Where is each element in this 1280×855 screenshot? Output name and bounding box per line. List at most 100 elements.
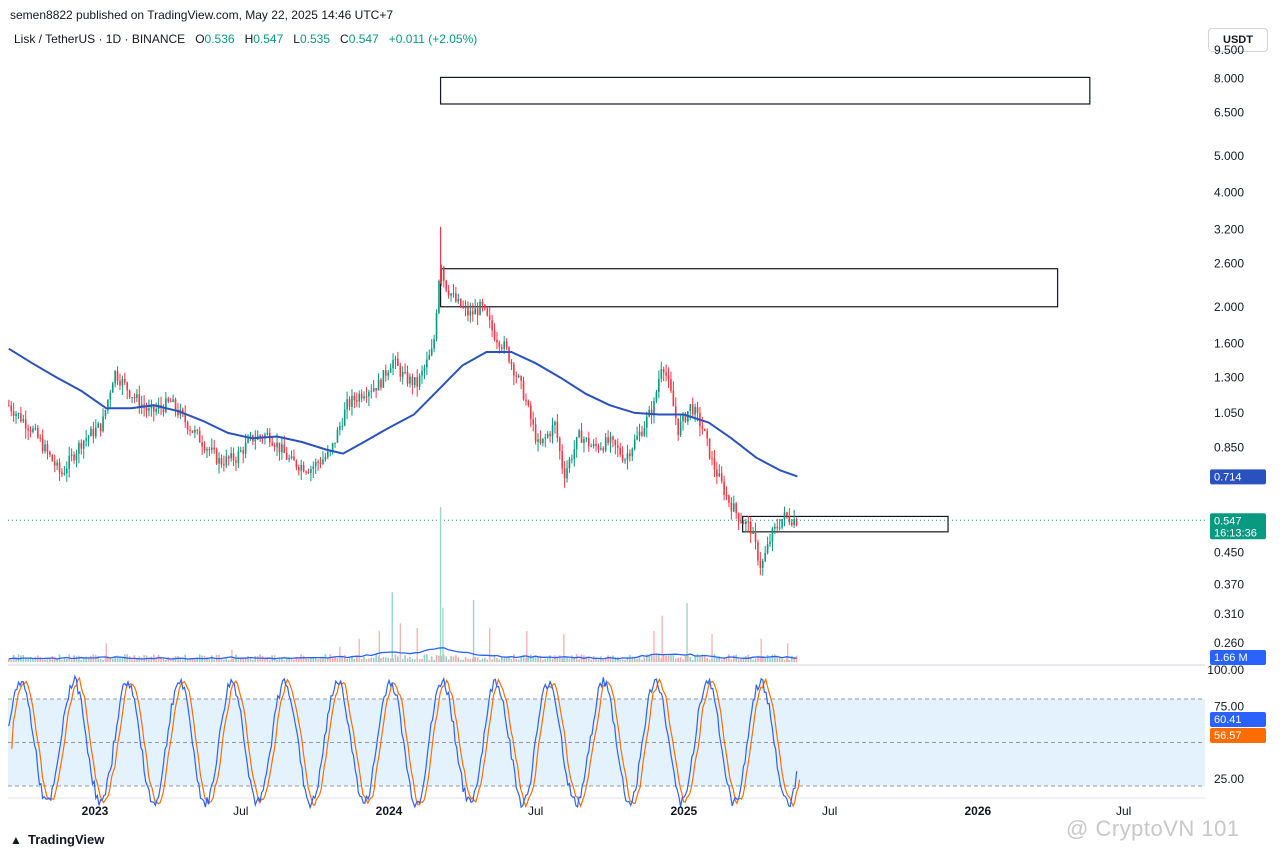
candle-body xyxy=(34,428,37,430)
candle-body xyxy=(759,560,762,568)
candle-body xyxy=(788,516,791,523)
candle-body xyxy=(781,519,783,528)
candle-body xyxy=(583,439,585,443)
candle-body xyxy=(467,307,469,316)
stoch-tick-label: 100.00 xyxy=(1207,663,1244,677)
candle-body xyxy=(90,428,92,437)
price-tick-label: 8.000 xyxy=(1214,71,1244,85)
candle-body xyxy=(406,372,409,384)
candle-body xyxy=(612,436,614,440)
candle-body xyxy=(32,428,34,432)
candle-body xyxy=(295,460,298,468)
candle-body xyxy=(474,308,477,315)
candle-body xyxy=(17,413,20,415)
candle-body xyxy=(529,405,532,420)
candle-body xyxy=(532,419,534,425)
candle-body xyxy=(322,459,324,464)
candle-body xyxy=(24,419,27,429)
candle-body xyxy=(503,341,505,349)
candle-body xyxy=(124,378,126,383)
candle-body xyxy=(218,458,220,464)
candle-body xyxy=(392,360,394,369)
candle-body xyxy=(20,413,22,422)
candle-body xyxy=(39,437,42,439)
candle-body xyxy=(191,430,194,433)
candle-body xyxy=(297,467,300,471)
candle-body xyxy=(732,503,735,512)
candle-body xyxy=(208,449,211,451)
candle-body xyxy=(331,443,334,451)
candle-body xyxy=(259,435,261,438)
candle-body xyxy=(515,375,518,377)
currency-button[interactable]: USDT xyxy=(1208,28,1268,52)
candle-body xyxy=(247,438,249,443)
candle-body xyxy=(716,469,718,477)
moving-average-line xyxy=(8,347,798,478)
candle-body xyxy=(455,293,457,302)
candle-body xyxy=(169,401,172,403)
candle-body xyxy=(691,404,694,415)
candle-body xyxy=(114,370,116,384)
candle-body xyxy=(85,438,87,441)
candle-body xyxy=(558,438,561,452)
last-price-tag xyxy=(1210,513,1266,540)
candle-body xyxy=(411,376,414,386)
candle-body xyxy=(44,444,46,452)
resistance-zone-box xyxy=(439,268,1059,308)
candle-body xyxy=(592,443,595,447)
candle-body xyxy=(119,380,121,386)
candle-body xyxy=(15,413,17,416)
stoch-tick-label: 75.00 xyxy=(1214,699,1244,713)
candle-body xyxy=(399,365,402,377)
candle-body xyxy=(210,447,213,450)
candle-body xyxy=(225,456,228,466)
candle-body xyxy=(172,399,174,402)
candle-body xyxy=(706,430,708,439)
candle-body xyxy=(554,421,556,426)
candle-body xyxy=(312,466,315,469)
candle-body xyxy=(445,280,448,291)
candle-body xyxy=(109,392,112,400)
price-tick-label: 5.000 xyxy=(1214,149,1244,163)
candle-body xyxy=(254,439,257,442)
time-tick-label: 2024 xyxy=(376,804,403,818)
candle-body xyxy=(629,453,631,457)
candle-body xyxy=(394,358,397,361)
candle-body xyxy=(479,301,481,315)
candle-body xyxy=(645,416,648,428)
candle-body xyxy=(566,468,568,479)
symbol-name[interactable]: Lisk / TetherUS · 1D · BINANCE xyxy=(14,32,186,46)
candle-body xyxy=(148,408,150,411)
candle-body xyxy=(242,450,245,454)
candle-body xyxy=(75,453,78,461)
candle-body xyxy=(527,401,530,406)
candle-body xyxy=(655,392,658,402)
candle-body xyxy=(551,425,554,437)
candle-body xyxy=(761,561,764,568)
candle-body xyxy=(68,455,71,469)
candle-body xyxy=(452,293,455,295)
candle-body xyxy=(389,368,392,373)
candle-body xyxy=(525,399,527,402)
tradingview-icon: ▲ xyxy=(10,833,22,847)
candle-body xyxy=(539,439,542,444)
candle-body xyxy=(302,464,305,472)
price-tick-label: 4.000 xyxy=(1214,186,1244,200)
price-tick-label: 1.050 xyxy=(1214,406,1244,420)
tradingview-logo[interactable]: ▲ TradingView xyxy=(10,832,104,847)
candle-body xyxy=(708,438,711,459)
stoch-d-tag-text: 56.57 xyxy=(1214,730,1242,742)
candle-body xyxy=(542,438,544,444)
candle-body xyxy=(63,473,66,475)
candle-body xyxy=(152,405,155,412)
candle-body xyxy=(575,437,578,450)
candle-body xyxy=(742,522,745,525)
candle-body xyxy=(167,398,170,402)
candle-body xyxy=(213,447,216,450)
candle-body xyxy=(46,444,49,452)
candle-body xyxy=(380,379,382,388)
stoch-k-line xyxy=(8,674,798,810)
candle-body xyxy=(355,400,358,402)
candle-body xyxy=(140,404,143,408)
